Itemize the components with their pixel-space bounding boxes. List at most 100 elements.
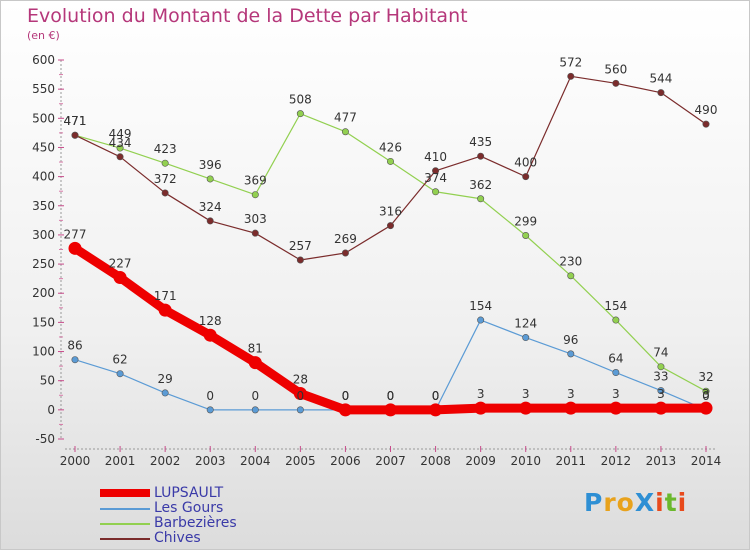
data-label: 508 — [289, 93, 312, 107]
data-label: 128 — [199, 314, 222, 328]
chart-title: Evolution du Montant de la Dette par Hab… — [27, 5, 468, 27]
data-point — [477, 316, 485, 324]
data-label: 372 — [154, 172, 177, 186]
data-label: 154 — [604, 299, 627, 313]
data-label: 277 — [64, 227, 87, 241]
y-tick-label: 100 — [32, 345, 55, 359]
data-label: 426 — [379, 140, 402, 154]
data-label: 299 — [514, 215, 537, 229]
data-label: 81 — [248, 342, 263, 356]
x-tick-label: 2000 — [60, 454, 91, 468]
data-label: 3 — [657, 387, 665, 401]
x-tick-label: 2009 — [465, 454, 496, 468]
proxiti-logo[interactable]: ProXiti — [584, 488, 687, 517]
data-label: 33 — [653, 370, 668, 384]
data-point — [477, 195, 485, 203]
data-label: 303 — [244, 212, 267, 226]
series-line — [74, 75, 707, 261]
data-point — [338, 403, 352, 417]
data-label: 490 — [695, 103, 718, 117]
data-label: 96 — [563, 333, 578, 347]
data-label: 154 — [469, 299, 492, 313]
data-point — [654, 401, 668, 415]
data-label: 374 — [424, 171, 447, 185]
y-tick-label: 500 — [32, 111, 55, 125]
data-label: 86 — [67, 339, 82, 353]
x-tick-label: 2006 — [330, 454, 361, 468]
data-point — [612, 369, 620, 377]
chart-unit: (en €) — [27, 29, 60, 42]
logo-letter: i — [677, 488, 688, 517]
data-point — [386, 222, 394, 230]
logo-letter: P — [584, 488, 604, 517]
data-label: 230 — [559, 255, 582, 269]
data-label: 62 — [112, 353, 127, 367]
y-tick-label: 300 — [32, 228, 55, 242]
data-point — [699, 401, 713, 415]
x-tick-label: 2008 — [420, 454, 451, 468]
y-tick-label: 0 — [47, 403, 55, 417]
data-label: 64 — [608, 352, 623, 366]
x-tick-label: 2005 — [285, 454, 316, 468]
data-point — [657, 387, 665, 395]
data-label: 74 — [653, 346, 668, 360]
data-label: 0 — [206, 389, 214, 403]
legend-swatch — [100, 489, 150, 497]
data-point — [296, 256, 304, 264]
data-point — [71, 131, 79, 139]
data-point — [161, 189, 169, 197]
data-point — [702, 120, 710, 128]
data-point — [203, 328, 217, 342]
y-tick-label: 550 — [32, 82, 55, 96]
x-tick-label: 2004 — [240, 454, 271, 468]
data-point — [116, 370, 124, 378]
data-point — [68, 241, 82, 255]
legend-label: Barbezières — [154, 515, 237, 531]
data-point — [474, 401, 488, 415]
data-label: 449 — [109, 127, 132, 141]
data-label: 423 — [154, 142, 177, 156]
legend-label: Les Gours — [154, 500, 224, 516]
logo-letter: t — [664, 488, 678, 517]
data-label: 369 — [244, 174, 267, 188]
y-tick-label: 600 — [32, 53, 55, 67]
data-point — [251, 191, 259, 199]
data-point — [657, 89, 665, 97]
legend-swatch — [100, 538, 150, 540]
data-label: 124 — [514, 317, 537, 331]
data-label: 324 — [199, 200, 222, 214]
data-point — [432, 188, 440, 196]
data-label: 0 — [702, 389, 710, 403]
data-point — [158, 303, 172, 317]
data-label: 435 — [469, 135, 492, 149]
data-point — [206, 217, 214, 225]
y-tick-label: 250 — [32, 257, 55, 271]
data-point — [564, 401, 578, 415]
data-label: 544 — [649, 72, 672, 86]
data-point — [251, 229, 259, 237]
data-point — [702, 387, 710, 395]
data-point — [248, 356, 262, 370]
data-label: 362 — [469, 178, 492, 192]
y-tick-label: 450 — [32, 140, 55, 154]
data-point — [116, 153, 124, 161]
logo-letter: r — [603, 488, 617, 517]
y-tick-label: 350 — [32, 199, 55, 213]
data-point — [71, 356, 79, 364]
data-point — [206, 175, 214, 183]
legend-label: Chives — [154, 530, 201, 546]
data-label: 257 — [289, 239, 312, 253]
data-label: 0 — [297, 389, 305, 403]
data-label: 410 — [424, 150, 447, 164]
data-point — [161, 159, 169, 167]
legend-swatch — [100, 523, 150, 525]
data-label: 471 — [64, 114, 87, 128]
data-point — [657, 363, 665, 371]
data-label: 28 — [293, 373, 308, 387]
data-point — [519, 401, 533, 415]
data-label: 572 — [559, 55, 582, 69]
data-label: 171 — [154, 289, 177, 303]
data-label: 316 — [379, 205, 402, 219]
legend-label: LUPSAULT — [154, 485, 224, 501]
data-label: 3 — [567, 387, 575, 401]
